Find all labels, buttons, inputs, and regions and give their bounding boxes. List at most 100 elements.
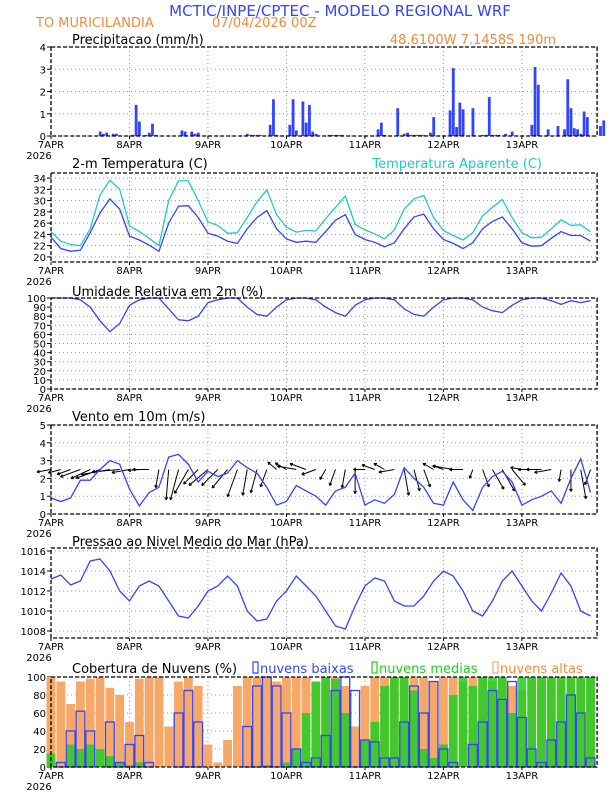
x-tick-label: 7APR xyxy=(38,518,64,529)
cloud-bar-nuvens-altas xyxy=(144,677,154,767)
wind-arrow xyxy=(277,465,297,470)
legend-label: nuvens altas xyxy=(500,662,583,677)
cloud-bar-nuvens-altas xyxy=(291,677,301,767)
precip-bar xyxy=(458,102,462,136)
y-tick-label: 4 xyxy=(40,43,46,54)
cloud-bar-nuvens-medias xyxy=(125,765,134,767)
wind-arrow-head xyxy=(468,475,473,479)
precip-bar xyxy=(258,134,262,136)
x-tick-label: 10APR xyxy=(270,140,303,151)
precip-bar xyxy=(311,131,315,136)
wind-arrow xyxy=(492,469,505,490)
wind-arrow-head xyxy=(75,475,80,480)
y-tick-label: 3 xyxy=(40,457,46,468)
cloud-bar-nuvens-altas xyxy=(174,681,183,767)
cloud-bar-nuvens-medias xyxy=(380,686,389,767)
cloud-bar-nuvens-medias xyxy=(488,677,497,767)
legend-swatch xyxy=(371,661,378,674)
x-tick-label: 8APR xyxy=(116,771,142,782)
wind-arrow-head xyxy=(132,467,136,472)
y-tick-label: 1012 xyxy=(21,587,46,598)
cloud-bar-nuvens-baixas xyxy=(65,730,76,768)
wind-arrow-head xyxy=(361,463,365,468)
cloud-bar-nuvens-medias xyxy=(507,713,517,767)
precip-bar xyxy=(566,79,570,136)
wind-arrow xyxy=(558,469,562,482)
wind-arrow xyxy=(188,469,209,486)
legend-label: nuvens medias xyxy=(379,662,478,677)
precip-bar xyxy=(137,121,141,136)
x-tick-label: 11APR xyxy=(349,393,382,404)
precip-bar xyxy=(379,122,383,136)
wind-arrow xyxy=(36,469,52,473)
cloud-bar-nuvens-altas xyxy=(183,677,193,767)
cloud-bar-nuvens-altas xyxy=(282,677,291,767)
wind-arrow xyxy=(403,469,410,496)
y-tick-label: 80 xyxy=(33,312,46,323)
x-tick-label: 13APR xyxy=(506,140,539,151)
wind-arrow xyxy=(319,469,327,480)
wind-arrow-head xyxy=(422,462,427,467)
cloud-bar-nuvens-medias xyxy=(134,762,144,767)
y-tick-label: 32 xyxy=(33,185,46,196)
y-tick-label: 2 xyxy=(40,88,46,99)
wind-arrow-head xyxy=(164,496,169,501)
wind-arrow-head xyxy=(91,469,96,474)
wind-arrow-head xyxy=(557,478,562,482)
x-tick-label: 8APR xyxy=(116,518,142,529)
precip-bar xyxy=(396,108,400,136)
cloud-bar-nuvens-altas xyxy=(95,677,105,767)
x-tick-label: 12APR xyxy=(427,266,460,277)
y-tick-label: 10 xyxy=(33,376,46,387)
cloud-bar-nuvens-baixas xyxy=(418,712,429,768)
precip-bar xyxy=(536,84,540,136)
y-tick-label: 30 xyxy=(33,358,46,369)
precip-bar xyxy=(294,130,298,136)
y-tick-label: 1 xyxy=(40,492,46,503)
precip-bar xyxy=(102,133,105,136)
wind-arrow xyxy=(211,469,228,489)
plot-frame xyxy=(50,676,598,768)
precip-bar xyxy=(406,132,409,136)
x-tick-label: 12APR xyxy=(427,140,460,151)
x-tick-label: 10APR xyxy=(270,771,303,782)
x-year-label: 2026 xyxy=(26,782,51,792)
wind-arrow xyxy=(482,469,490,488)
precip-bar xyxy=(291,99,295,136)
cloud-bar-nuvens-altas xyxy=(105,687,115,767)
cloud-bar-nuvens-medias xyxy=(115,762,125,767)
precip-bar xyxy=(308,104,311,136)
wind-arrow-head xyxy=(188,482,193,486)
cloud-bar-nuvens-baixas xyxy=(497,698,508,768)
x-year-label: 2026 xyxy=(26,151,51,162)
wind-arrow-head xyxy=(36,469,40,474)
precip-bar xyxy=(504,133,508,136)
x-tick-label: 12APR xyxy=(427,642,460,653)
wind-arrow xyxy=(378,469,395,473)
plot-frame xyxy=(50,424,598,515)
cloud-bar-nuvens-altas xyxy=(203,744,213,767)
wind-arrow xyxy=(341,469,346,488)
x-tick-label: 13APR xyxy=(506,266,539,277)
y-tick-label: 80 xyxy=(33,691,46,702)
x-year-label: 2026 xyxy=(26,404,51,415)
cloud-bar-nuvens-altas xyxy=(232,686,242,767)
y-tick-label: 5 xyxy=(40,421,46,432)
precip-bar xyxy=(422,134,426,136)
wind-arrow xyxy=(267,461,277,470)
coords-label: 48.6100W 7.1458S 190m xyxy=(390,33,556,48)
wind-arrow-head xyxy=(526,467,530,472)
wind-arrow-head xyxy=(427,483,432,488)
cloud-bar-nuvens-medias xyxy=(546,677,556,767)
wind-arrow-head xyxy=(127,468,132,473)
x-tick-label: 9APR xyxy=(195,518,221,529)
wind-arrow-head xyxy=(60,474,64,478)
precip-bar xyxy=(556,125,560,136)
cloud-bar-nuvens-medias xyxy=(340,713,350,767)
cloud-bar-nuvens-baixas xyxy=(526,748,537,768)
cloud-bar-nuvens-baixas xyxy=(310,757,321,768)
x-tick-label: 7APR xyxy=(38,266,64,277)
wind-arrow xyxy=(60,469,81,478)
main-title: MCTIC/INPE/CPTEC - MODELO REGIONAL WRF xyxy=(169,2,511,20)
legend-swatch xyxy=(252,661,259,674)
